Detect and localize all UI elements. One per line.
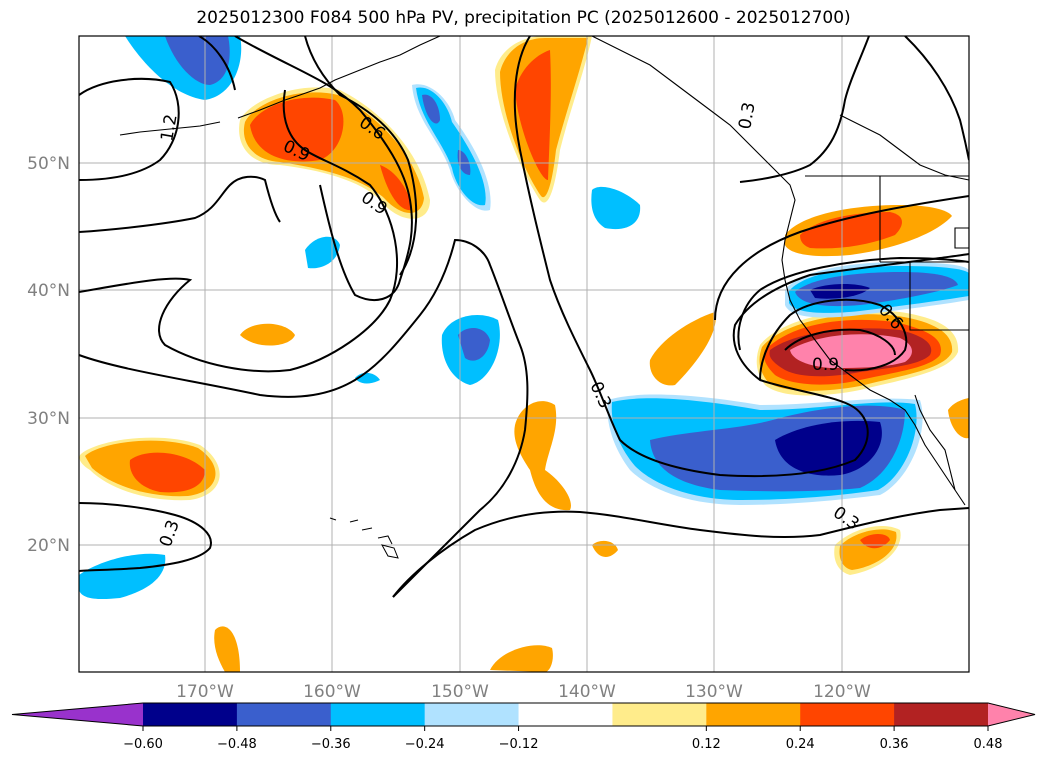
precip-positive-region-oregon: [785, 205, 952, 257]
precip-negative-blob-2: [305, 236, 340, 269]
colorbar-swatch: [612, 703, 707, 726]
longitude-labels: 170°W 160°W 150°W 140°W 130°W 120°W: [176, 682, 871, 702]
lat-label: 40°N: [27, 281, 70, 301]
lon-label: 170°W: [176, 682, 234, 702]
colorbar-extend-min: [12, 703, 143, 726]
colorbar-tick-label: −0.48: [217, 737, 257, 752]
colorbar-swatch: [800, 703, 895, 726]
colorbar-tick-label: 0.24: [786, 737, 815, 752]
colorbar-tick-label: 0.12: [692, 737, 721, 752]
pv-contours: [79, 36, 969, 598]
lat-label: 50°N: [27, 154, 70, 174]
pv-label: 1.2: [157, 113, 181, 143]
lon-label: 140°W: [558, 682, 616, 702]
colorbar-swatch: [894, 703, 989, 726]
colorbar-swatch: [143, 703, 238, 726]
colorbar-tick-label: −0.36: [311, 737, 351, 752]
precip-positive-blob-6: [214, 626, 240, 672]
colorbar-swatch: [330, 703, 426, 726]
precip-negative-blob-1: [591, 186, 641, 230]
colorbar-tick-label: −0.24: [405, 737, 445, 752]
colorbar-swatch: [424, 703, 520, 726]
lon-label: 150°W: [431, 682, 489, 702]
lon-label: 120°W: [813, 682, 871, 702]
colorbar-tick-label: −0.60: [123, 737, 163, 752]
colorbar: −0.60 −0.48 −0.36 −0.24 −0.12 0.12 0.24 0.36 0.4…: [11, 702, 1036, 752]
coastlines: [119, 36, 969, 506]
map-border: [78, 35, 970, 673]
precip-positive-region-hawaii-west: [79, 437, 220, 501]
colorbar-tick-label: −0.12: [499, 737, 539, 752]
colorbar-tick-label: 0.48: [974, 737, 1003, 752]
map-title: 2025012300 F084 500 hPa PV, precipitatio…: [196, 8, 851, 28]
hawaiian-islands: [329, 517, 399, 559]
lon-label: 130°W: [685, 682, 743, 702]
pv-label: 0.3: [735, 101, 759, 131]
colorbar-swatch: [236, 703, 332, 726]
precip-negative-region-sw: [79, 553, 166, 600]
precip-negative-core-3: [458, 328, 490, 361]
precip-positive-region-gulf: [239, 87, 430, 219]
colorbar-tick-label: 0.36: [880, 737, 909, 752]
colorbar-swatch: [706, 703, 801, 726]
graticule: [79, 36, 969, 672]
precip-negative-region-nc: [412, 84, 491, 211]
lon-label: 160°W: [303, 682, 361, 702]
precip-positive-blob-1: [240, 323, 295, 346]
lat-label: 20°N: [27, 536, 70, 556]
precip-positive-blob-2: [649, 312, 716, 386]
colorbar-swatch: [518, 703, 613, 726]
latitude-labels: 50°N 40°N 30°N 20°N: [27, 154, 70, 556]
colorbar-extend-max: [988, 703, 1035, 726]
precip-positive-blob-5: [490, 645, 553, 672]
lat-label: 30°N: [27, 409, 70, 429]
precip-positive-blob-3: [514, 401, 571, 511]
pv-label: 0.9: [812, 355, 839, 375]
